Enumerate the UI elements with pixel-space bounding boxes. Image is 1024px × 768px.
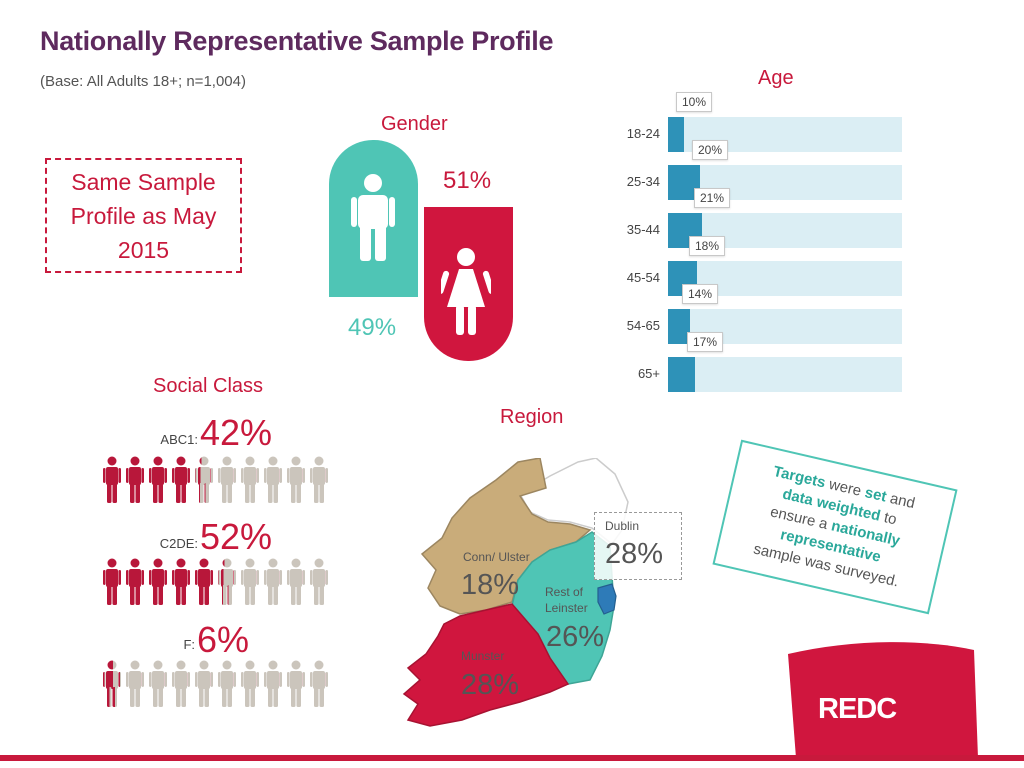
age-tick-label: 18-24 xyxy=(626,126,660,141)
dublin-shape xyxy=(597,583,617,615)
region-title: Region xyxy=(500,406,564,428)
age-bar xyxy=(668,117,684,152)
region-pct: 28% xyxy=(605,538,664,570)
age-data-label: 21% xyxy=(694,188,731,208)
person-icon xyxy=(264,558,282,605)
age-tick-label: 35-44 xyxy=(626,222,660,237)
person-icon xyxy=(149,558,167,605)
redc-logo: REDC xyxy=(818,693,897,725)
person-icon xyxy=(149,660,167,707)
person-icon xyxy=(218,558,236,605)
person-icon xyxy=(241,558,259,605)
person-icon xyxy=(218,660,236,707)
person-icon xyxy=(264,660,282,707)
social-class-title: Social Class xyxy=(153,375,264,397)
person-icon xyxy=(218,456,236,503)
person-icon xyxy=(195,456,213,503)
person-icon xyxy=(310,558,328,605)
person-icon xyxy=(103,660,121,707)
age-data-label: 17% xyxy=(687,332,724,352)
munster-shape xyxy=(402,603,570,727)
age-tick-label: 54-65 xyxy=(626,318,660,333)
person-icon xyxy=(287,558,305,605)
person-icon xyxy=(103,456,121,503)
same-sample-text: Same Sample Profile as May 2015 xyxy=(70,168,217,263)
person-icon xyxy=(264,456,282,503)
base-subtitle: (Base: All Adults 18+; n=1,004) xyxy=(40,73,246,90)
person-icon xyxy=(126,660,144,707)
person-icon xyxy=(172,660,190,707)
targets-note-text: to xyxy=(878,508,899,529)
person-icon xyxy=(126,456,144,503)
age-bar xyxy=(668,309,690,344)
person-icon xyxy=(241,660,259,707)
region-pct: 26% xyxy=(546,621,605,653)
person-icon xyxy=(195,558,213,605)
person-icon xyxy=(287,660,305,707)
male-icon xyxy=(351,174,395,261)
age-data-label: 18% xyxy=(689,236,726,256)
age-tick-label: 65+ xyxy=(637,366,660,381)
age-data-label: 10% xyxy=(676,92,713,112)
region-label: Dublin xyxy=(605,519,640,533)
age-tick-label: 25-34 xyxy=(626,174,660,189)
person-icon-row xyxy=(103,558,328,605)
person-icon xyxy=(241,456,259,503)
age-data-label: 14% xyxy=(682,284,719,304)
person-icon xyxy=(172,558,190,605)
social-class-pct: 52% xyxy=(200,516,273,557)
person-icon xyxy=(195,660,213,707)
gender-title: Gender xyxy=(381,113,448,135)
person-icon xyxy=(310,456,328,503)
region-label: Munster xyxy=(461,649,505,663)
age-bar-track xyxy=(668,357,902,392)
page-title: Nationally Representative Sample Profile xyxy=(40,26,554,56)
person-icon xyxy=(103,558,121,605)
region-pct: 18% xyxy=(461,569,520,601)
person-icon xyxy=(126,558,144,605)
region-label: Rest of Leinster xyxy=(545,585,588,615)
male-pct: 49% xyxy=(348,314,397,341)
person-icon xyxy=(149,456,167,503)
person-icon xyxy=(172,456,190,503)
region-pct: 28% xyxy=(461,669,520,701)
person-icon xyxy=(310,660,328,707)
female-pct: 51% xyxy=(443,167,492,194)
dublin-callout xyxy=(594,512,682,580)
female-icon xyxy=(441,248,491,335)
redc-brand-shape xyxy=(788,642,978,758)
person-icon-row xyxy=(103,660,328,707)
targets-note: Targets were set and data weighted to ensu… xyxy=(712,439,958,615)
person-icon-row xyxy=(103,456,328,503)
age-bar xyxy=(668,357,695,392)
social-class-pct: 6% xyxy=(197,619,250,660)
region-label: Conn/ Ulster xyxy=(463,550,530,564)
age-tick-label: 45-54 xyxy=(626,270,660,285)
age-data-label: 20% xyxy=(692,140,729,160)
social-class-pct: 42% xyxy=(200,412,273,453)
bottom-accent-bar xyxy=(0,755,1024,761)
same-sample-box: Same Sample Profile as May 2015 xyxy=(45,158,242,273)
social-class-label: F: xyxy=(183,637,195,652)
age-title: Age xyxy=(758,67,794,89)
social-class-label: ABC1: xyxy=(160,432,198,447)
social-class-label: C2DE: xyxy=(159,536,198,551)
person-icon xyxy=(287,456,305,503)
